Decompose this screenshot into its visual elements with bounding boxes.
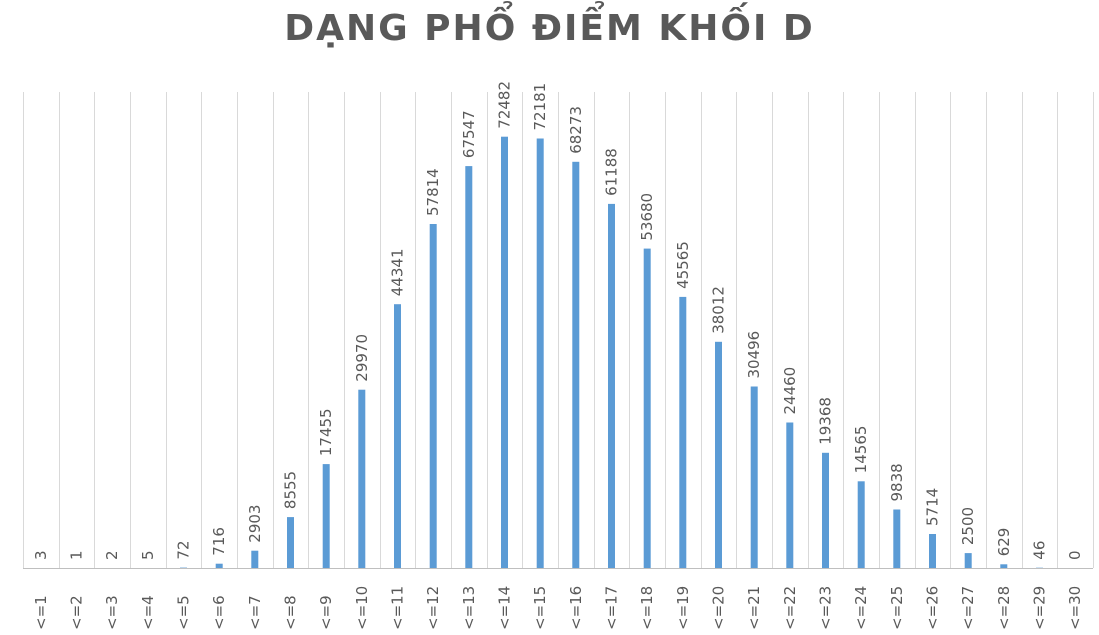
- x-tick-label: <=30: [1066, 586, 1084, 630]
- bar: [501, 136, 508, 568]
- data-label: 5: [139, 550, 157, 560]
- data-label: 8555: [282, 471, 300, 509]
- data-label: 17455: [317, 408, 335, 456]
- x-tick-label: <=21: [745, 586, 763, 630]
- x-tick-label: <=9: [317, 595, 335, 630]
- data-label: 716: [210, 527, 228, 556]
- bar: [715, 341, 722, 568]
- data-label: 0: [1066, 550, 1084, 560]
- bar: [215, 563, 223, 568]
- data-label: 2903: [246, 505, 264, 543]
- data-label: 38012: [710, 286, 728, 334]
- x-tick-label: <=8: [282, 595, 300, 630]
- x-tick-label: <=11: [389, 586, 407, 630]
- bar: [786, 422, 794, 568]
- x-tick-label: <=18: [638, 586, 656, 630]
- x-tick-label: <=28: [995, 586, 1013, 630]
- x-tick-label: <=4: [139, 595, 157, 630]
- x-tick-label: <=26: [924, 586, 942, 630]
- data-label: 9838: [888, 463, 906, 501]
- bar: [1000, 564, 1008, 568]
- x-tick-label: <=22: [781, 586, 799, 630]
- data-label: 44341: [389, 248, 407, 296]
- x-tick-label: <=17: [603, 586, 621, 630]
- x-tick-label: <=23: [817, 586, 835, 630]
- data-label: 5714: [924, 488, 942, 526]
- data-label: 57814: [424, 168, 442, 216]
- data-label: 29970: [353, 334, 371, 382]
- data-label: 72: [175, 541, 193, 560]
- x-tick-label: <=2: [68, 595, 86, 630]
- x-tick-label: <=7: [246, 595, 264, 630]
- bar: [429, 224, 437, 568]
- x-tick-label: <=5: [175, 595, 193, 630]
- data-label: 24460: [781, 367, 799, 415]
- data-label: 72482: [496, 81, 514, 129]
- data-label: 72181: [531, 83, 549, 131]
- data-label: 30496: [745, 331, 763, 379]
- bar: [572, 161, 580, 569]
- bars: [180, 136, 1043, 569]
- x-tick-label: <=24: [852, 586, 870, 630]
- data-label: 19368: [817, 397, 835, 445]
- x-tick-label: <=6: [210, 595, 228, 630]
- data-label: 2500: [959, 507, 977, 545]
- data-label: 53680: [638, 193, 656, 241]
- data-labels: 3 1 2 5 72 716 2903 8555 17455 29970 44341 57814 675…: [32, 81, 1084, 560]
- bar: [287, 517, 294, 568]
- data-label: 2: [103, 550, 121, 560]
- x-tick-label: <=29: [1031, 586, 1049, 630]
- x-tick-label: <=3: [103, 595, 121, 630]
- bar: [608, 203, 615, 568]
- bar: [394, 304, 401, 568]
- x-tick-label: <=15: [531, 586, 549, 630]
- bar: [322, 464, 330, 568]
- data-label: 629: [995, 528, 1013, 557]
- x-tick-label: <=10: [353, 586, 371, 630]
- data-label: 1: [68, 550, 86, 560]
- x-tick-label: <=12: [424, 586, 442, 630]
- bar: [893, 509, 901, 568]
- gridlines: [23, 92, 1094, 568]
- x-tick-label: <=19: [674, 586, 692, 630]
- data-label: 68273: [567, 106, 585, 154]
- bar: [929, 534, 936, 568]
- data-label: 45565: [674, 241, 692, 289]
- chart-title: DẠNG PHỔ ĐIỂM KHỐI D: [284, 8, 815, 49]
- data-label: 14565: [852, 426, 870, 474]
- bar: [643, 248, 651, 568]
- bar: [358, 389, 366, 568]
- x-tick-labels: <=1 <=2 <=3 <=4 <=5 <=6 <=7 <=8 <=9 <=10 <=11 <=12 <…: [32, 586, 1084, 630]
- bar: [964, 553, 972, 568]
- data-label: 3: [32, 550, 50, 560]
- bar: [251, 550, 259, 568]
- x-tick-label: <=13: [460, 586, 478, 630]
- x-tick-label: <=14: [496, 586, 514, 630]
- bar: [536, 138, 544, 568]
- x-tick-label: <=27: [959, 586, 977, 630]
- bar: [822, 452, 829, 568]
- bar: [750, 386, 758, 568]
- x-tick-label: <=25: [888, 586, 906, 630]
- x-tick-label: <=1: [32, 595, 50, 630]
- bar: [857, 481, 865, 568]
- data-label: 46: [1031, 541, 1049, 560]
- x-tick-label: <=16: [567, 586, 585, 630]
- x-tick-label: <=20: [710, 586, 728, 630]
- data-label: 67547: [460, 110, 478, 158]
- bar: [679, 296, 687, 568]
- bar: [465, 166, 473, 568]
- data-label: 61188: [603, 148, 621, 196]
